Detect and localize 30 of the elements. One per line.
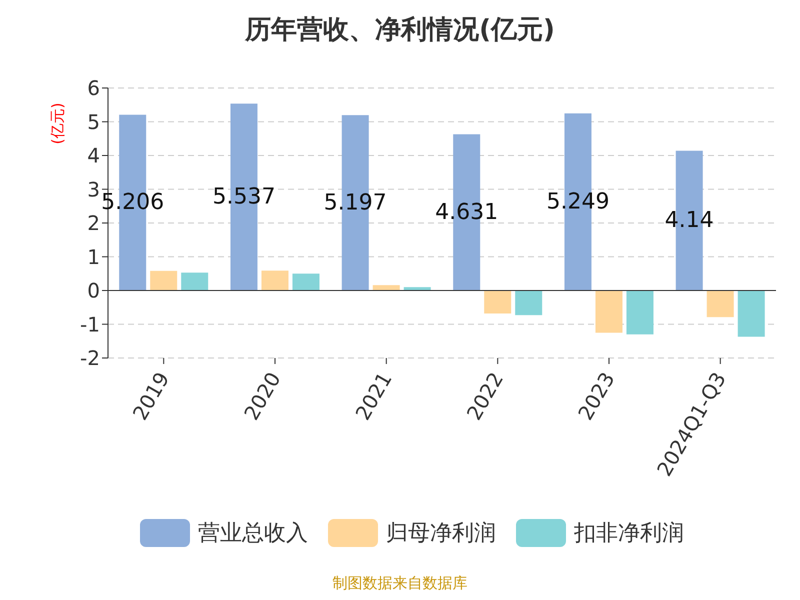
data-label: 5.537 — [212, 184, 276, 210]
data-label: 5.197 — [324, 190, 387, 216]
y-tick-label: -2 — [80, 346, 100, 370]
y-tick-label: 2 — [87, 211, 100, 236]
legend-label: 扣非净利润 — [573, 520, 684, 548]
bar — [484, 290, 512, 314]
bar — [626, 290, 654, 334]
data-label: 4.631 — [435, 200, 498, 225]
legend-label: 归母净利润 — [385, 520, 496, 548]
chart-title: 历年营收、净利情况(亿元) — [244, 14, 556, 47]
bar — [706, 290, 734, 318]
y-tick-label: 0 — [87, 278, 100, 303]
bar — [292, 274, 320, 290]
y-tick-label: 5 — [87, 110, 100, 134]
y-tick-label: 4 — [87, 144, 100, 168]
y-tick-label: 3 — [87, 177, 100, 202]
y-tick-label: 1 — [87, 244, 100, 269]
bar — [595, 290, 622, 333]
data-label: 5.249 — [546, 189, 610, 214]
legend-label: 营业总收入 — [197, 520, 308, 548]
bar — [372, 285, 400, 290]
bar — [181, 272, 208, 290]
y-tick-label: -1 — [80, 312, 100, 336]
y-tick-label: 6 — [87, 76, 100, 100]
bar — [261, 270, 288, 290]
y-axis-title: (亿元) — [48, 102, 68, 146]
bar — [515, 290, 542, 316]
bar — [150, 270, 178, 290]
bar — [738, 290, 765, 337]
text: 制图数据来自数据库 — [332, 574, 468, 593]
